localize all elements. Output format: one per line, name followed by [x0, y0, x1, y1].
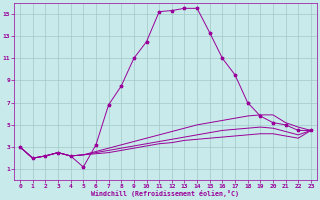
X-axis label: Windchill (Refroidissement éolien,°C): Windchill (Refroidissement éolien,°C)	[92, 190, 239, 197]
